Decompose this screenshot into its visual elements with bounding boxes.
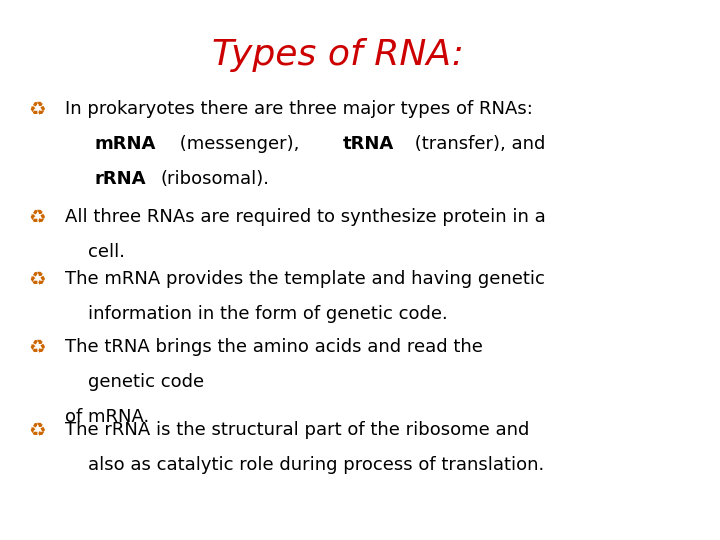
Text: All three RNAs are required to synthesize protein in a: All three RNAs are required to synthesiz…: [65, 208, 546, 226]
Text: Types of RNA:: Types of RNA:: [212, 38, 464, 72]
Text: also as catalytic role during process of translation.: also as catalytic role during process of…: [65, 456, 544, 474]
Text: The rRNA is the structural part of the ribosome and: The rRNA is the structural part of the r…: [65, 421, 529, 439]
Text: ♻: ♻: [29, 270, 46, 289]
Text: cell.: cell.: [65, 243, 125, 261]
Text: (ribosomal).: (ribosomal).: [161, 170, 270, 188]
Text: ♻: ♻: [29, 421, 46, 440]
Text: The tRNA brings the amino acids and read the: The tRNA brings the amino acids and read…: [65, 338, 482, 355]
Text: rRNA: rRNA: [94, 170, 146, 188]
Text: ♻: ♻: [29, 208, 46, 227]
Text: tRNA: tRNA: [343, 135, 394, 153]
Text: In prokaryotes there are three major types of RNAs:: In prokaryotes there are three major typ…: [65, 100, 533, 118]
Text: ♻: ♻: [29, 100, 46, 119]
Text: of mRNA.: of mRNA.: [65, 408, 149, 426]
Text: (transfer), and: (transfer), and: [409, 135, 545, 153]
Text: ♻: ♻: [29, 338, 46, 356]
Text: information in the form of genetic code.: information in the form of genetic code.: [65, 305, 448, 323]
Text: (messenger),: (messenger),: [174, 135, 305, 153]
Text: mRNA: mRNA: [94, 135, 156, 153]
Text: The mRNA provides the template and having genetic: The mRNA provides the template and havin…: [65, 270, 544, 288]
Text: genetic code: genetic code: [65, 373, 204, 390]
